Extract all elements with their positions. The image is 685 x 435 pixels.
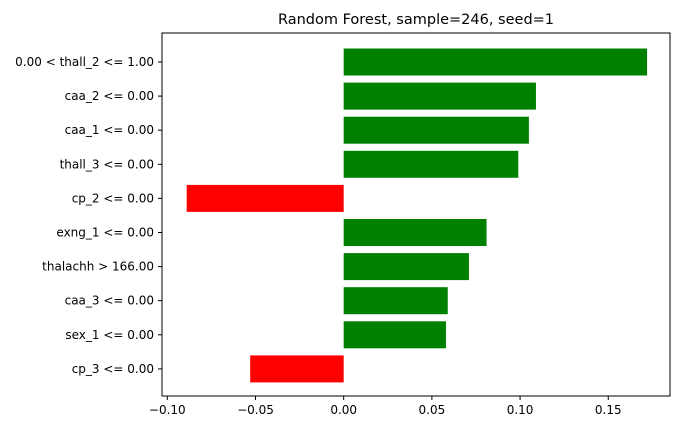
bar <box>186 184 344 212</box>
x-tick-label: 0.00 <box>330 403 357 417</box>
y-tick-label: cp_2 <= 0.00 <box>72 191 154 205</box>
y-tick-label: thall_3 <= 0.00 <box>60 157 154 171</box>
y-tick-label: caa_3 <= 0.00 <box>65 294 154 308</box>
x-tick-label: 0.05 <box>419 403 446 417</box>
y-tick-label: thalachh > 166.00 <box>42 260 154 274</box>
bar <box>343 116 529 144</box>
y-tick-label: caa_2 <= 0.00 <box>65 89 154 103</box>
y-tick-label: sex_1 <= 0.00 <box>65 328 154 342</box>
y-tick-label: caa_1 <= 0.00 <box>65 123 154 137</box>
y-axis: 0.00 < thall_2 <= 1.00 caa_2 <= 0.00 caa_1… <box>15 55 162 376</box>
chart-title: Random Forest, sample=246, seed=1 <box>278 12 554 28</box>
x-tick-label: −0.05 <box>237 403 274 417</box>
bar <box>250 355 344 383</box>
y-tick-label: cp_3 <= 0.00 <box>72 362 154 376</box>
bar <box>343 219 487 246</box>
bar <box>343 82 536 110</box>
bar <box>343 253 469 281</box>
bar <box>343 150 519 178</box>
x-tick-label: −0.10 <box>149 403 186 417</box>
bar <box>343 48 648 76</box>
x-tick-label: 0.15 <box>595 403 622 417</box>
plot-area-frame <box>161 32 671 397</box>
bar <box>343 321 446 349</box>
bars <box>186 48 648 383</box>
x-axis: −0.10 −0.05 0.00 0.05 0.10 0.15 <box>149 396 622 417</box>
x-tick-label: 0.10 <box>507 403 534 417</box>
y-tick-label: exng_1 <= 0.00 <box>56 226 154 240</box>
bar <box>343 287 448 315</box>
y-tick-label: 0.00 < thall_2 <= 1.00 <box>15 55 154 69</box>
